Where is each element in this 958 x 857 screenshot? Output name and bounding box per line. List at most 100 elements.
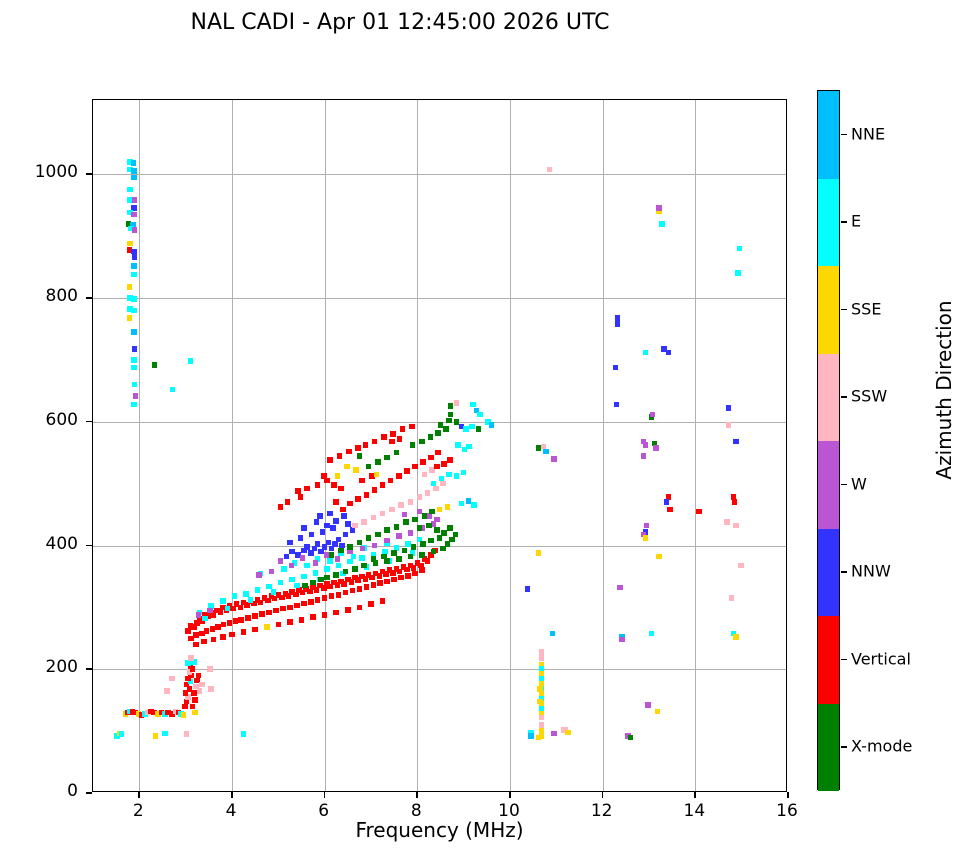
scatter-point (158, 709, 165, 716)
scatter-point (148, 708, 154, 715)
scatter-point (535, 734, 542, 741)
scatter-point (219, 598, 226, 604)
scatter-point (334, 473, 341, 479)
scatter-point (151, 709, 157, 716)
scatter-point (131, 174, 137, 181)
scatter-point (244, 602, 250, 608)
scatter-point (155, 711, 161, 717)
scatter-point (396, 568, 403, 575)
scatter-point (247, 597, 254, 603)
scatter-point (199, 630, 205, 637)
scatter-point (418, 562, 424, 569)
scatter-point (447, 411, 454, 418)
scatter-point (444, 504, 451, 510)
scatter-point (301, 525, 307, 531)
scatter-point (186, 686, 193, 692)
x-tick-label: 12 (590, 801, 613, 821)
scatter-point (412, 463, 418, 470)
scatter-point (314, 556, 321, 562)
scatter-point (426, 513, 432, 519)
scatter-point (127, 306, 133, 312)
scatter-point (538, 722, 545, 728)
scatter-point (642, 535, 649, 541)
scatter-point (365, 463, 372, 470)
scatter-point (347, 543, 353, 550)
scatter-point (551, 730, 557, 737)
scatter-point (320, 585, 327, 591)
scatter-point (453, 418, 460, 425)
scatter-point (232, 618, 239, 624)
x-tick (601, 792, 604, 798)
scatter-point (301, 547, 307, 554)
colorbar-tick-label: NNW (851, 561, 891, 581)
scatter-point (275, 621, 282, 628)
scatter-point (294, 602, 300, 609)
scatter-point (345, 607, 351, 613)
scatter-point (332, 541, 338, 548)
scatter-point (447, 403, 454, 410)
scatter-point (334, 556, 341, 562)
scatter-point (420, 541, 426, 548)
scatter-point (195, 672, 202, 679)
scatter-point (382, 548, 388, 555)
scatter-point (304, 543, 310, 550)
scatter-point (240, 599, 247, 606)
scatter-point (266, 609, 272, 616)
scatter-point (324, 551, 330, 558)
scatter-point (342, 568, 349, 575)
scatter-point (469, 423, 475, 430)
scatter-point (725, 422, 732, 428)
scatter-point (219, 604, 226, 611)
scatter-point (643, 522, 650, 529)
scatter-point (168, 675, 175, 682)
scatter-point (130, 160, 137, 166)
scatter-point (339, 542, 346, 549)
scatter-point (434, 527, 440, 533)
scatter-point (540, 443, 547, 450)
scatter-point (214, 607, 220, 614)
scatter-point (379, 510, 386, 517)
colorbar-tick-label: E (851, 211, 862, 231)
scatter-point (358, 555, 365, 561)
scatter-point (390, 431, 396, 437)
scatter-point (370, 556, 377, 562)
scatter-point (372, 570, 379, 577)
scatter-point (233, 601, 240, 608)
scatter-point (441, 530, 447, 536)
scatter-point (393, 524, 400, 530)
scatter-point (613, 401, 620, 408)
scatter-point (424, 558, 431, 564)
scatter-point (328, 593, 335, 600)
scatter-point (293, 591, 299, 598)
scatter-point (376, 573, 383, 579)
scatter-point (619, 636, 625, 643)
scatter-point (325, 539, 332, 546)
scatter-point (362, 442, 369, 449)
x-tick (694, 792, 696, 798)
scatter-point (206, 607, 213, 614)
scatter-point (187, 358, 194, 364)
scatter-point (327, 558, 333, 564)
y-tick-label: 1000 (34, 162, 78, 183)
scatter-point (277, 558, 284, 564)
scatter-point (321, 543, 328, 550)
scatter-point (226, 620, 233, 626)
scatter-point (331, 482, 337, 488)
scatter-point (191, 624, 197, 630)
scatter-point (301, 573, 307, 580)
scatter-point (319, 529, 326, 535)
scatter-point (407, 562, 414, 569)
scatter-point (317, 582, 323, 589)
scatter-point (327, 583, 333, 590)
scatter-point (440, 480, 446, 487)
y-tick (86, 297, 92, 299)
scatter-point (340, 506, 346, 513)
scatter-point (642, 442, 649, 449)
scatter-point (270, 589, 277, 595)
y-tick (86, 173, 92, 175)
scatter-point (453, 400, 460, 406)
colorbar-tick-label: NNE (851, 124, 886, 144)
scatter-point (356, 586, 363, 592)
scatter-point (538, 661, 545, 668)
scatter-point (368, 601, 374, 608)
